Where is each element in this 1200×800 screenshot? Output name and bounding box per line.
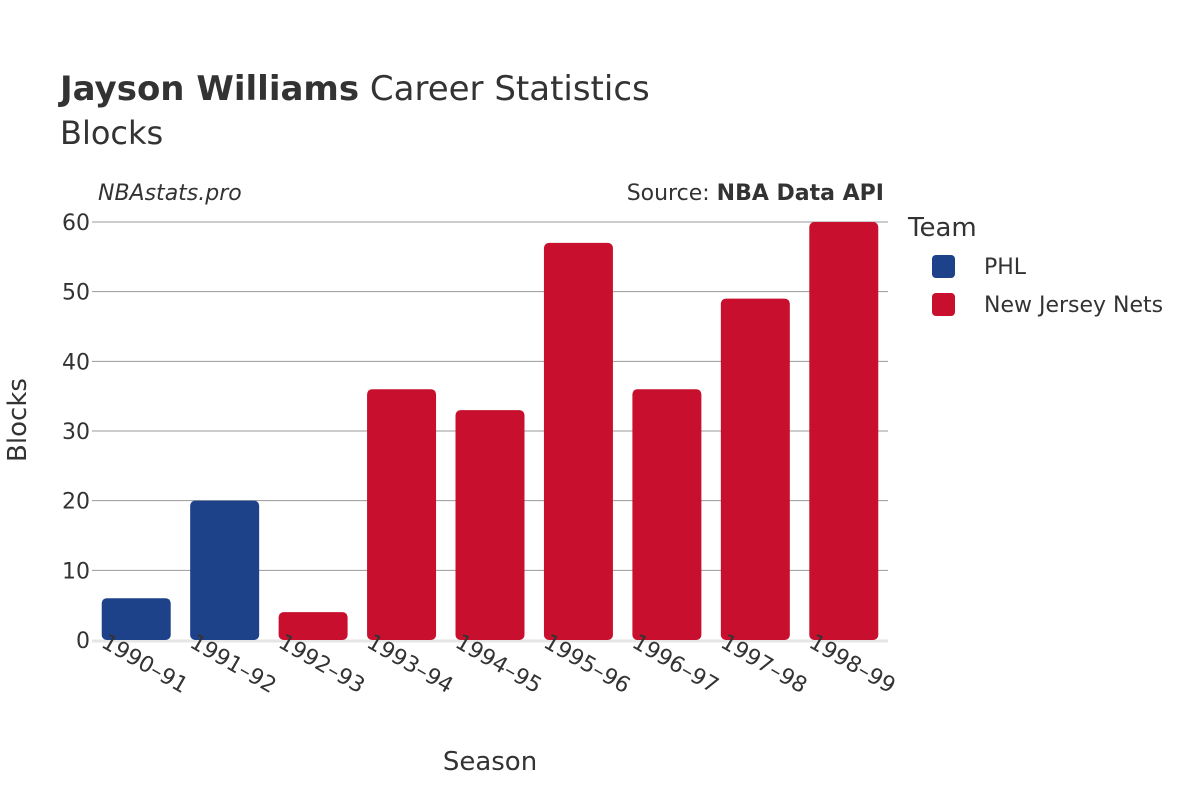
x-axis-title: Season xyxy=(443,747,537,777)
bar-1996-97[interactable] xyxy=(632,389,702,640)
y-axis-ticks: 0 10 20 30 40 50 60 xyxy=(62,211,90,654)
y-tick-label-0: 0 xyxy=(76,629,90,654)
bar-1995-96[interactable] xyxy=(543,242,613,640)
source-prefix: Source: xyxy=(627,181,717,206)
bar-1991-92[interactable] xyxy=(190,500,260,640)
legend-label-new-jersey-nets: New Jersey Nets xyxy=(984,293,1163,318)
y-tick-label-60: 60 xyxy=(62,211,90,236)
legend-swatch-new-jersey-nets xyxy=(932,293,955,316)
y-tick-label-30: 30 xyxy=(62,420,90,445)
legend-title: Team xyxy=(907,213,977,243)
source-name: NBA Data API xyxy=(717,181,884,206)
chart-title-rest: Career Statistics xyxy=(370,69,650,109)
source-text: Source: NBA Data API xyxy=(627,181,884,206)
bar-1993-94[interactable] xyxy=(367,389,437,640)
legend-item-phl[interactable]: PHL xyxy=(932,255,1027,280)
legend-label-phl: PHL xyxy=(984,255,1027,280)
legend-swatch-phl xyxy=(932,255,955,278)
bar-1998-99[interactable] xyxy=(809,222,879,640)
bar-1997-98[interactable] xyxy=(720,298,790,640)
chart-subtitle: Blocks xyxy=(60,114,163,152)
y-tick-label-10: 10 xyxy=(62,559,90,584)
y-tick-label-40: 40 xyxy=(62,350,90,375)
y-tick-label-20: 20 xyxy=(62,490,90,515)
credit-text: NBAstats.pro xyxy=(98,181,242,206)
legend-item-new-jersey-nets[interactable]: New Jersey Nets xyxy=(932,293,1163,318)
bar-1994-95[interactable] xyxy=(455,410,525,640)
bars xyxy=(101,222,879,640)
bar-1990-91[interactable] xyxy=(101,598,171,640)
y-tick-label-50: 50 xyxy=(62,281,90,306)
chart-title-player: Jayson Williams xyxy=(58,69,359,109)
y-axis-title: Blocks xyxy=(3,378,33,462)
chart-title: Jayson Williams Career Statistics xyxy=(58,69,650,109)
bar-1992-93[interactable] xyxy=(278,612,348,640)
legend: Team PHL New Jersey Nets xyxy=(907,213,1163,318)
